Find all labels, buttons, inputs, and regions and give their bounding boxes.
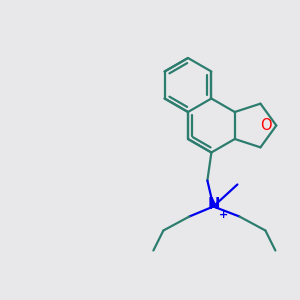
Text: O: O [260,118,272,133]
Text: N: N [207,197,220,212]
Text: +: + [219,209,228,220]
